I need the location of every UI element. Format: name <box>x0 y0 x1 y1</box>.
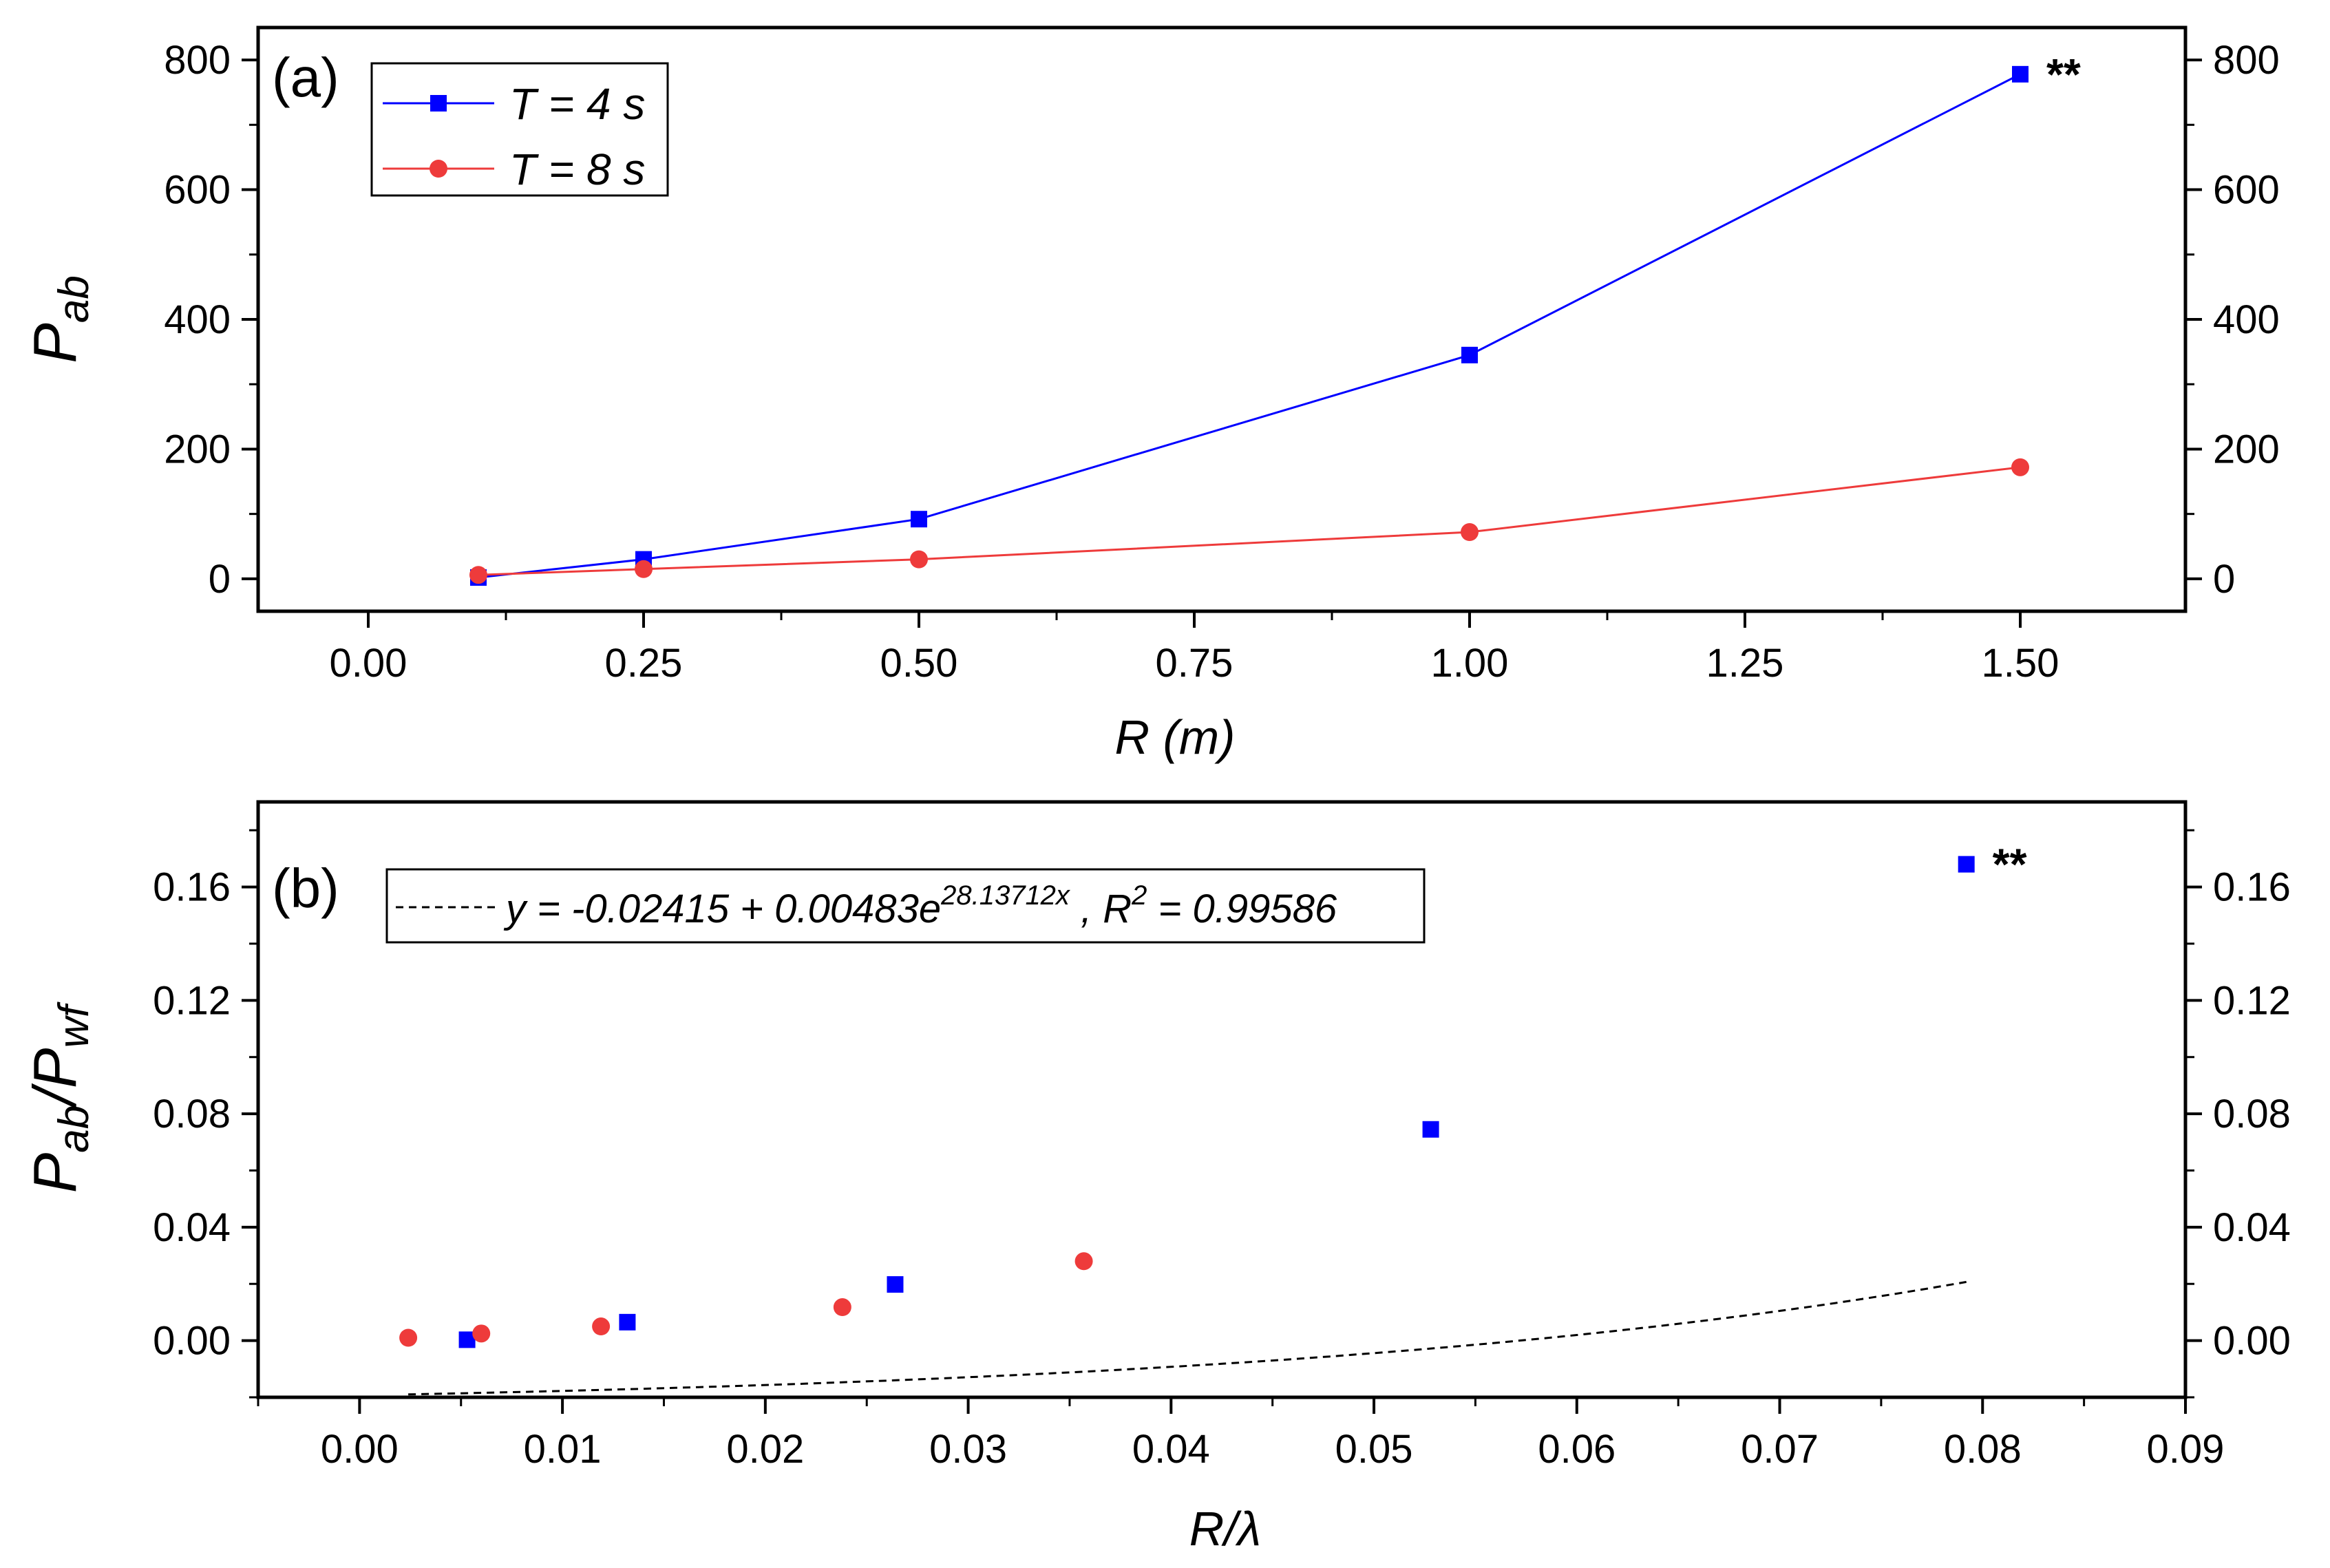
y-tick-label-left: 0.04 <box>153 1205 231 1250</box>
y-tick-label-right: 400 <box>2213 297 2280 342</box>
data-point-t4 <box>1422 1121 1439 1138</box>
data-point-t4 <box>619 1313 636 1331</box>
data-point-t4 <box>1958 856 1975 873</box>
data-point-t8 <box>1461 523 1479 542</box>
legend-label-t8: T = 8 s <box>509 145 645 194</box>
fit-equation: y = -0.02415 + 0.00483e28.13712x , R2 = … <box>503 880 1337 931</box>
panel-b-frame <box>256 800 2188 1399</box>
panel-b-y-ticks: 0.00 0.00 0.04 0.04 0.08 0.08 0.12 0.12 0.16 0.16 <box>153 829 2291 1399</box>
x-tick-label: 0.06 <box>1538 1427 1616 1472</box>
data-point-t8 <box>910 550 928 569</box>
y-tick-label-left: 0.12 <box>153 978 231 1023</box>
panel-b-x-axis-label: R/λ <box>1189 1502 1261 1556</box>
data-point-t4 <box>2012 65 2029 83</box>
panel-b-fit-curve <box>408 1280 1967 1396</box>
panel-a-x-ticks: 0.00 0.25 0.50 0.75 1.00 1.25 1.50 <box>330 611 2059 686</box>
data-point-t8 <box>833 1298 851 1317</box>
y-tick-label-left: 0.16 <box>153 865 231 910</box>
panel-a-y-ticks: 0 0 200 200 400 400 600 600 800 800 <box>164 38 2280 602</box>
x-tick-label: 0.08 <box>1944 1427 2022 1472</box>
panel-b-fit-legend: y = -0.02415 + 0.00483e28.13712x , R2 = … <box>385 868 1426 944</box>
y-tick-label-left: 0 <box>209 557 231 602</box>
data-point-t8 <box>472 1324 491 1343</box>
data-point-t4 <box>1461 346 1478 363</box>
y-tick-label-right: 0.04 <box>2213 1205 2291 1250</box>
y-tick-label-right: 0.12 <box>2213 978 2291 1023</box>
panel-a-legend: T = 4 s T = 8 s <box>370 62 669 197</box>
legend-box <box>370 62 669 197</box>
panel-b-chart: 0.00 0.01 0.02 0.03 0.04 0.05 0.06 0.07 0.08 0.09… <box>21 800 2291 1556</box>
x-tick-label: 0.25 <box>605 641 683 686</box>
panel-a-chart: 0.00 0.25 0.50 0.75 1.00 1.25 1.50 0 0 200 200 400… <box>21 25 2280 764</box>
y-tick-label-left: 0.00 <box>153 1319 231 1364</box>
y-tick-label-left: 400 <box>164 297 231 342</box>
panel-b-y-axis-label: Pab/Pwf <box>21 1002 98 1194</box>
data-point-t8 <box>2011 458 2029 476</box>
x-tick-label: 0.07 <box>1741 1427 1819 1472</box>
fit-legend-box <box>385 868 1426 944</box>
x-tick-label: 0.50 <box>880 641 958 686</box>
y-tick-label-right: 0.00 <box>2213 1319 2291 1364</box>
x-tick-label: 0.75 <box>1156 641 1233 686</box>
annotation-double-star: ** <box>2046 50 2081 99</box>
x-tick-label: 0.00 <box>321 1427 399 1472</box>
legend-marker-t8 <box>430 160 447 178</box>
data-point-t4 <box>887 1276 904 1293</box>
y-tick-label-right: 800 <box>2213 38 2280 83</box>
panel-a-series: ** <box>469 50 2081 586</box>
data-point-t8 <box>469 566 487 584</box>
data-point-t4 <box>911 511 927 528</box>
x-tick-label: 0.04 <box>1132 1427 1210 1472</box>
x-tick-label: 0.05 <box>1335 1427 1413 1472</box>
x-tick-label: 1.00 <box>1431 641 1509 686</box>
y-tick-label-left: 600 <box>164 168 231 213</box>
y-tick-label-left: 800 <box>164 38 231 83</box>
panel-a-label: (a) <box>272 47 339 108</box>
x-tick-label: 0.00 <box>330 641 407 686</box>
panel-b-label: (b) <box>272 858 339 919</box>
x-tick-label: 0.03 <box>929 1427 1007 1472</box>
panel-b-series: ** <box>399 840 2027 1348</box>
annotation-double-star: ** <box>1993 840 2027 889</box>
panel-a-x-axis-label: R (m) <box>1115 710 1236 764</box>
x-tick-label: 0.02 <box>726 1427 804 1472</box>
y-tick-label-right: 600 <box>2213 168 2280 213</box>
panel-a-y-axis-label: Pab <box>21 275 98 363</box>
x-tick-label: 0.09 <box>2147 1427 2225 1472</box>
x-tick-label: 1.25 <box>1706 641 1784 686</box>
legend-marker-t4 <box>430 95 447 112</box>
y-tick-label-right: 0.08 <box>2213 1092 2291 1136</box>
x-tick-label: 1.50 <box>1982 641 2059 686</box>
y-tick-label-right: 0.16 <box>2213 865 2291 910</box>
y-tick-label-right: 200 <box>2213 427 2280 472</box>
panel-b-x-ticks: 0.00 0.01 0.02 0.03 0.04 0.05 0.06 0.07 0.08 0.09 <box>257 1397 2225 1472</box>
legend-label-t4: T = 4 s <box>509 79 645 129</box>
data-point-t8 <box>1074 1252 1093 1271</box>
data-point-t8 <box>592 1317 611 1336</box>
y-tick-label-left: 200 <box>164 427 231 472</box>
y-tick-label-right: 0 <box>2213 557 2235 602</box>
y-tick-label-left: 0.08 <box>153 1092 231 1136</box>
x-tick-label: 0.01 <box>524 1427 602 1472</box>
data-point-t8 <box>399 1328 418 1347</box>
data-point-t8 <box>635 560 653 578</box>
